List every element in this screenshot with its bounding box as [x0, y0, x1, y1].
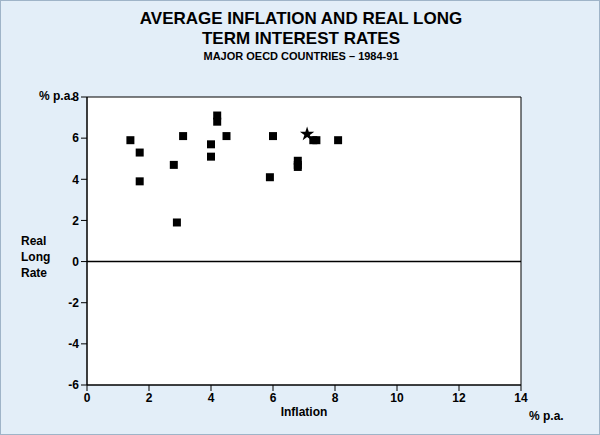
- svg-text:2: 2: [146, 391, 153, 405]
- svg-text:6: 6: [72, 131, 79, 145]
- svg-text:4: 4: [208, 391, 215, 405]
- svg-text:8: 8: [72, 90, 79, 104]
- html-text:MAJOR OECD COUNTRIES – 1984-91: MAJOR OECD COUNTRIES – 1984-91: [203, 50, 399, 62]
- svg-text:-6: -6: [68, 378, 79, 392]
- svg-text:2: 2: [72, 214, 79, 228]
- svg-text:-2: -2: [68, 296, 79, 310]
- html-text:Long: Long: [21, 250, 51, 264]
- svg-text:10: 10: [390, 391, 404, 405]
- svg-text:0: 0: [72, 255, 79, 269]
- svg-text:0: 0: [84, 391, 91, 405]
- svg-text:8: 8: [332, 391, 339, 405]
- html-text:AVERAGE INFLATION AND REAL LON: AVERAGE INFLATION AND REAL LONG: [139, 9, 463, 28]
- svg-text:14: 14: [514, 391, 528, 405]
- svg-text:12: 12: [452, 391, 466, 405]
- html-text:Real: Real: [21, 234, 47, 248]
- svg-text:-4: -4: [68, 337, 79, 351]
- svg-text:6: 6: [270, 391, 277, 405]
- html-text:% p.a.: % p.a.: [39, 89, 74, 103]
- html-text:Inflation: Inflation: [280, 405, 328, 419]
- svg-text:4: 4: [72, 173, 79, 187]
- html-text:% p.a.: % p.a.: [529, 409, 564, 423]
- html-text:TERM INTEREST RATES: TERM INTEREST RATES: [202, 29, 400, 48]
- html-text:Rate: Rate: [21, 266, 47, 280]
